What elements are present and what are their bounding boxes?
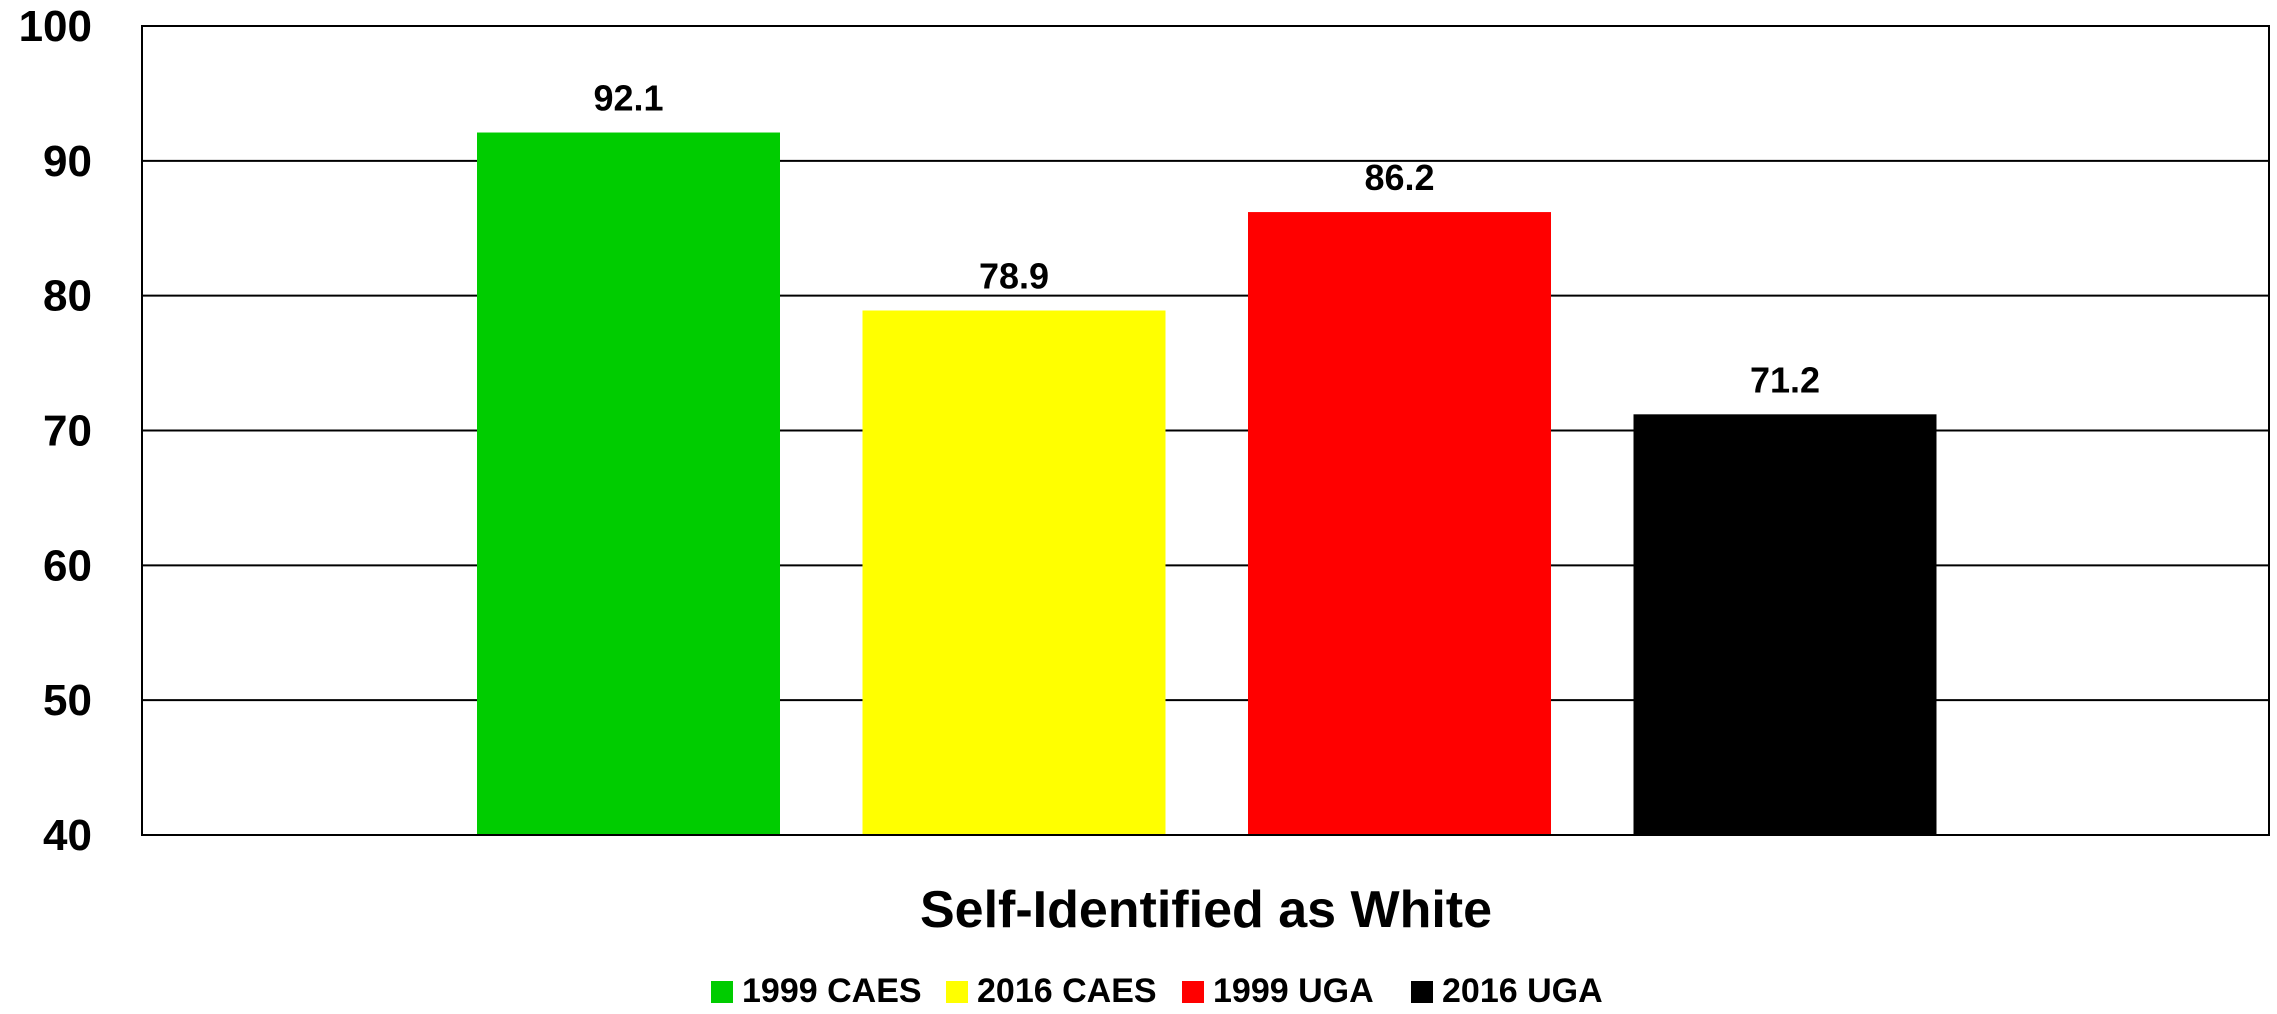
data-label: 92.1 <box>593 78 663 119</box>
legend-swatch <box>946 981 968 1003</box>
legend-label: 1999 UGA <box>1213 972 1374 1009</box>
x-axis-title: Self-Identified as White <box>920 881 1492 939</box>
legend-swatch <box>711 981 733 1003</box>
legend-item: 2016 CAES <box>946 972 1157 1010</box>
legend-swatch <box>1411 981 1433 1003</box>
legend-item: 1999 CAES <box>711 972 922 1010</box>
y-tick-label: 50 <box>43 676 92 725</box>
y-tick-label: 80 <box>43 272 92 321</box>
bars <box>477 132 1937 836</box>
legend-label: 2016 UGA <box>1442 972 1603 1009</box>
bar <box>1633 414 1937 835</box>
y-tick-label: 90 <box>43 137 92 186</box>
legend-swatch <box>1182 981 1204 1003</box>
y-tick-label: 100 <box>19 2 92 51</box>
bar <box>477 132 780 836</box>
data-label: 78.9 <box>979 255 1049 296</box>
legend-label: 2016 CAES <box>977 972 1157 1009</box>
y-tick-label: 40 <box>43 811 92 860</box>
data-label: 86.2 <box>1364 157 1434 198</box>
data-labels: 92.1 78.9 86.2 71.2 <box>593 78 1820 401</box>
legend: 1999 CAES 2016 CAES 1999 UGA 2016 UGA <box>711 972 1603 1010</box>
bar <box>862 310 1166 836</box>
data-label: 71.2 <box>1750 359 1820 400</box>
y-tick-label: 70 <box>43 407 92 456</box>
bar <box>1248 212 1551 835</box>
legend-item: 1999 UGA <box>1182 972 1374 1010</box>
gridlines <box>142 159 2269 702</box>
legend-item: 2016 UGA <box>1411 972 1603 1010</box>
legend-label: 1999 CAES <box>742 972 922 1009</box>
y-axis-ticks: 40 50 60 70 80 90 100 <box>19 2 92 860</box>
plot-frame <box>141 25 2270 836</box>
y-tick-label: 60 <box>43 541 92 590</box>
